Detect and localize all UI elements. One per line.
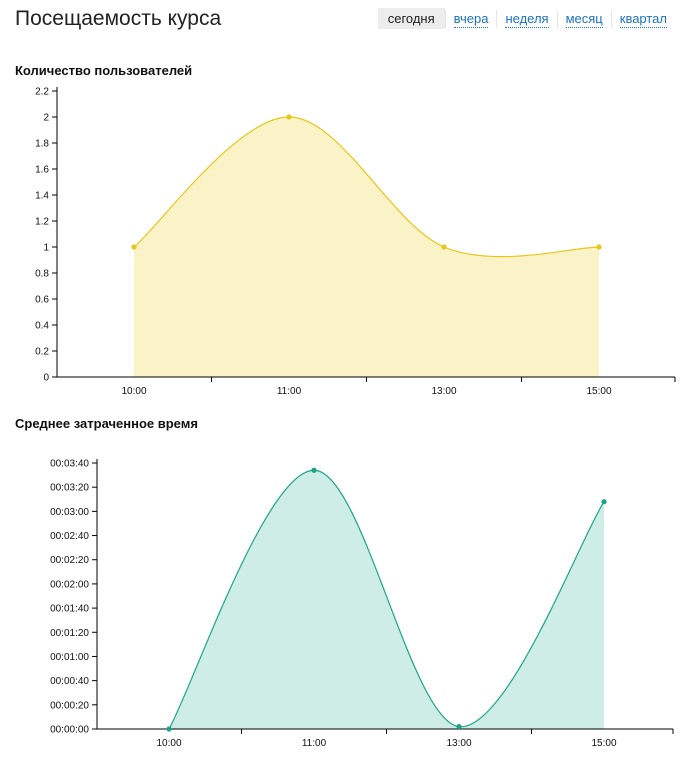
time-chart-y-tick-label: 00:02:00 [50,579,89,590]
users-chart-y-tick-label: 0.4 [35,321,49,332]
users-chart-y-tick-label: 1.4 [35,191,49,202]
time-chart-y-tick-label: 00:03:40 [50,459,89,470]
time-chart-y-tick-label: 00:00:40 [50,676,89,687]
time-chart-line [168,469,605,730]
time-chart-x-tick-label: 11:00 [302,738,327,749]
time-chart-point[interactable] [456,723,462,730]
time-chart-point[interactable] [311,467,317,473]
period-tabs: сегодня вчера неделя месяц квартал [377,8,675,29]
users-chart-point[interactable] [131,244,137,250]
users-chart-y-tick-label: 0.6 [35,295,49,306]
users-chart: 0 0.2 0.4 0.6 0.8 1 1.2 1.4 1.6 1.8 2 2.2 10:00 11:00… [35,87,676,397]
tab-today[interactable]: сегодня [377,8,445,29]
tab-month-wrap: месяц [556,10,611,28]
users-chart-y-tick-label: 0.8 [35,269,49,280]
users-chart-y-tick-label: 1.6 [35,165,49,176]
tab-week[interactable]: неделя [505,11,549,28]
tab-week-wrap: неделя [496,10,556,28]
time-chart-point[interactable] [601,499,607,505]
tab-quarter[interactable]: квартал [619,11,667,28]
tab-today-wrap: сегодня [377,8,445,29]
tab-quarter-wrap: квартал [610,10,675,28]
users-chart-x-tick-label: 13:00 [431,386,456,397]
users-chart-y-tick-label: 0.2 [35,347,49,358]
users-chart-line [133,116,600,258]
users-chart-x-tick-label: 10:00 [121,386,146,397]
users-chart-y-tick-label: 2 [43,113,49,124]
users-chart-y-tick-label: 0 [43,373,49,384]
time-chart-x-tick-label: 15:00 [591,738,616,749]
time-chart-y-tick-label: 00:01:20 [50,628,89,639]
tab-yesterday-wrap: вчера [444,10,497,28]
time-chart-y-tick-label: 00:02:40 [50,531,89,542]
time-chart-x-tick-label: 10:00 [156,738,181,749]
users-chart-y-tick-label: 2.2 [35,87,49,98]
page-title: Посещаемость курса [15,7,222,30]
users-chart-point[interactable] [441,244,447,250]
tab-yesterday[interactable]: вчера [453,11,489,28]
time-chart-y-tick-label: 00:00:00 [50,725,89,736]
users-chart-title: Количество пользователей [15,63,193,78]
time-chart: 00:00:00 00:00:20 00:00:40 00:01:00 00:01:20… [50,459,674,749]
users-chart-area [134,117,599,377]
time-chart-y-tick-label: 00:00:20 [50,700,89,711]
time-chart-y-tick-label: 00:01:00 [50,652,89,663]
users-chart-x-tick-label: 15:00 [586,386,611,397]
time-chart-y-tick-label: 00:01:40 [50,604,89,615]
time-chart-x-tick-label: 13:00 [446,738,471,749]
users-chart-y-tick-label: 1 [43,243,49,254]
time-chart-title: Среднее затраченное время [15,416,198,431]
users-chart-x-tick-label: 11:00 [277,386,302,397]
time-chart-y-tick-label: 00:03:20 [50,483,89,494]
time-chart-area [169,470,604,729]
time-chart-y-tick-label: 00:03:00 [50,507,89,518]
time-chart-y-tick-label: 00:02:20 [50,555,89,566]
tab-month[interactable]: месяц [565,11,603,28]
users-chart-point[interactable] [286,114,292,120]
time-chart-point[interactable] [166,726,172,732]
users-chart-point[interactable] [596,244,602,250]
users-chart-y-tick-label: 1.8 [35,139,49,150]
users-chart-y-tick-label: 1.2 [35,217,49,228]
